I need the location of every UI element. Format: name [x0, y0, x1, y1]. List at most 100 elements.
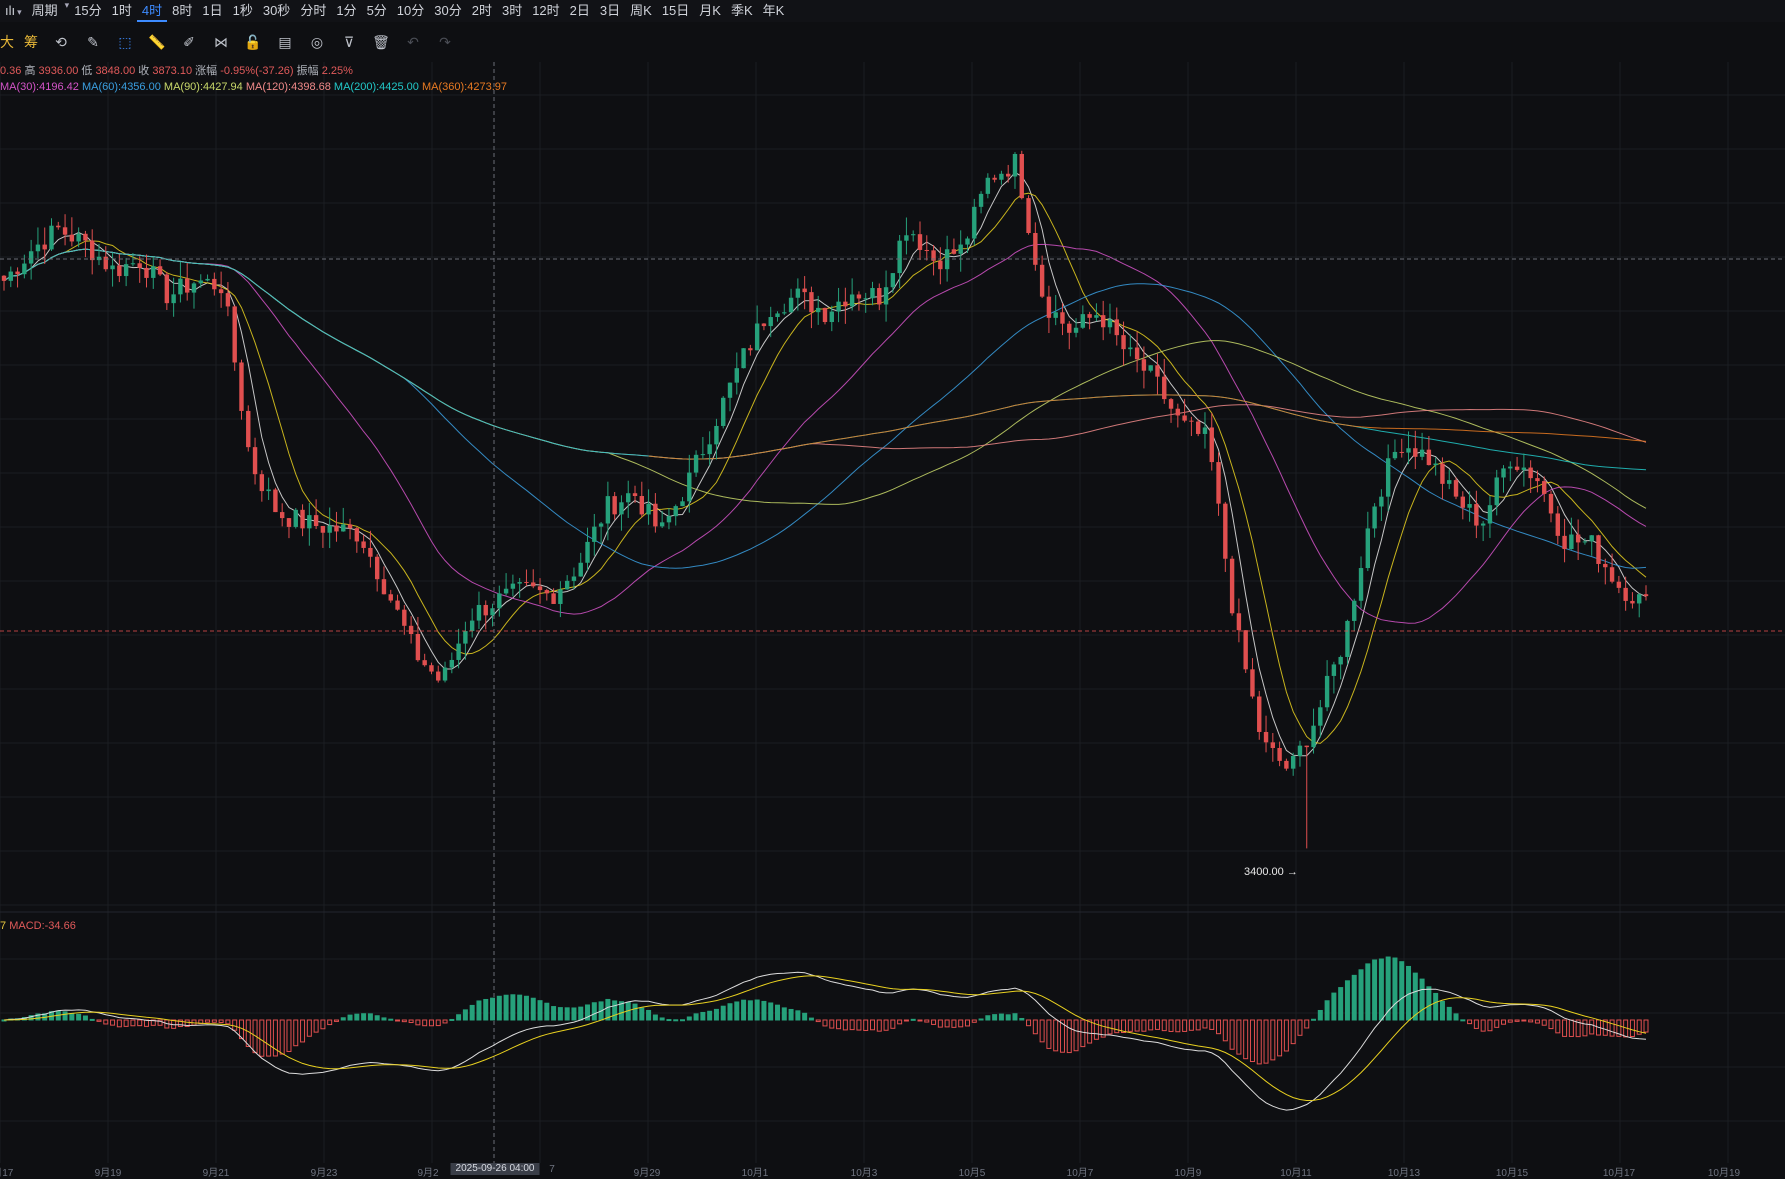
timeframe-tab[interactable]: 1分 — [336, 3, 357, 18]
trash-icon[interactable]: 🗑 — [372, 33, 390, 50]
macd-histogram-bar — [1093, 1019, 1099, 1040]
candle-body — [985, 177, 991, 194]
macd-histogram-bar — [1643, 1019, 1649, 1033]
macd-histogram-bar — [1338, 987, 1344, 1021]
timeframe-tab[interactable]: 15日 — [661, 3, 690, 18]
macd-histogram-bar — [476, 1000, 482, 1021]
macd-histogram-bar — [652, 1014, 658, 1021]
candle-body — [1236, 613, 1242, 631]
replay-icon[interactable]: ⟲ — [55, 33, 67, 50]
candle-body — [293, 509, 298, 527]
candle-body — [483, 604, 488, 616]
x-tick: 10月13 — [1387, 1168, 1421, 1179]
candle-body — [1100, 315, 1106, 328]
candle-body — [931, 250, 936, 261]
timeframe-tab[interactable]: 1日 — [202, 3, 223, 18]
chips-button[interactable]: 筹 — [24, 34, 38, 50]
candle-body — [1243, 630, 1248, 670]
chart-type-selector[interactable]: ılı ▾ — [0, 0, 27, 22]
macd-histogram-bar — [1216, 1019, 1222, 1035]
candle-body — [693, 454, 699, 473]
lock-icon[interactable]: 🔓 — [244, 33, 262, 50]
macd-histogram-bar — [361, 1013, 367, 1021]
note-icon[interactable]: ▤ — [278, 33, 292, 50]
candle-body — [103, 256, 108, 270]
macd-histogram-bar — [205, 1019, 211, 1023]
candle-body — [463, 631, 468, 644]
pattern-icon[interactable]: ⋈ — [214, 33, 228, 50]
candle-body — [958, 244, 963, 254]
brush-icon[interactable]: ✐ — [183, 33, 195, 50]
timeframe-tab[interactable]: 2时 — [471, 3, 492, 18]
candle-body — [456, 643, 461, 660]
candle-body — [1114, 319, 1119, 336]
candle-body — [171, 294, 176, 304]
macd-histogram-bar — [1433, 992, 1439, 1021]
timeframe-tab[interactable]: 15分 — [74, 3, 102, 18]
candle-body — [1141, 359, 1147, 371]
magnet-icon[interactable]: ◎ — [310, 33, 324, 50]
macd-histogram-bar — [123, 1019, 129, 1027]
timeframe-tab[interactable]: 1秒 — [232, 3, 253, 18]
macd-histogram-bar — [741, 999, 747, 1021]
candle-body — [191, 283, 197, 293]
candle-body — [1426, 449, 1432, 466]
macd-histogram-bar — [1473, 1019, 1479, 1029]
timeframe-tab[interactable]: 4时 — [136, 0, 168, 22]
candle-body — [1603, 563, 1608, 568]
timeframe-tab[interactable]: 季K — [730, 3, 753, 18]
ruler-icon[interactable]: 📏 — [148, 33, 166, 50]
candle-body — [130, 263, 136, 265]
change-value: -0.95%(-37.26) — [220, 65, 294, 77]
period-dropdown[interactable]: 周期 — [31, 3, 58, 18]
macd-histogram-bar — [707, 1010, 713, 1021]
filter-icon[interactable]: ⊽ — [343, 33, 355, 50]
macd-histogram-bar — [1399, 961, 1405, 1021]
timeframe-tab[interactable]: 3时 — [501, 3, 523, 18]
candle-body — [1297, 745, 1303, 756]
timeframe-tab[interactable]: 10分 — [396, 3, 425, 18]
macd-histogram-bar — [571, 1007, 577, 1021]
pen-add-icon[interactable]: ✎ — [87, 33, 99, 50]
undo-icon[interactable]: ↶ — [407, 33, 419, 50]
macd-histogram-bar — [1480, 1019, 1486, 1032]
timeframe-tab[interactable]: 分时 — [300, 3, 327, 18]
macd-histogram-bar — [1005, 1014, 1011, 1021]
macd-histogram-bar — [747, 1000, 753, 1021]
candle-body — [334, 525, 339, 532]
timeframe-tab[interactable]: 8时 — [172, 3, 193, 18]
timeframe-tab[interactable]: 2日 — [569, 3, 590, 18]
timeframe-tab[interactable]: 1时 — [111, 3, 132, 18]
timeframe-tab[interactable]: 年K — [762, 3, 785, 18]
macd-histogram-bar — [1087, 1019, 1093, 1044]
timeframe-tab[interactable]: 月K — [699, 3, 721, 18]
timeframe-tab[interactable]: 30秒 — [262, 3, 291, 18]
macd-histogram-bar — [1426, 986, 1432, 1021]
macd-histogram-bar — [1026, 1019, 1032, 1027]
macd-histogram-bar — [1121, 1019, 1127, 1034]
candle-body — [1026, 198, 1031, 233]
macd-histogram-bar — [924, 1019, 930, 1023]
select-tool-icon[interactable]: ⬚ — [118, 33, 132, 50]
candle-body — [273, 489, 278, 513]
timeframe-tab[interactable]: 5分 — [366, 3, 387, 18]
candle-body — [1501, 468, 1506, 478]
candle-body — [1060, 312, 1065, 324]
macd-histogram-bar — [754, 999, 760, 1021]
candle-body — [1019, 153, 1024, 199]
macd-histogram-bar — [822, 1019, 828, 1027]
timeframe-tab[interactable]: 周K — [630, 3, 652, 18]
candle-body — [856, 294, 862, 299]
ma-legend: MA(30):4196.42 MA(60):4356.00 MA(90):442… — [0, 81, 507, 93]
candle-body — [76, 233, 81, 242]
macd-histogram-bar — [761, 1000, 767, 1021]
timeframe-tab[interactable]: 12时 — [532, 3, 560, 18]
redo-icon[interactable]: ↷ — [439, 33, 451, 50]
macd-histogram-bar — [618, 1001, 624, 1021]
big-mode-button[interactable]: 大 — [0, 34, 14, 50]
macd-histogram-bar — [89, 1018, 95, 1021]
candle-body — [408, 625, 414, 635]
timeframe-tab[interactable]: 3日 — [599, 3, 621, 18]
timeframe-tab[interactable]: 30分 — [434, 3, 462, 18]
